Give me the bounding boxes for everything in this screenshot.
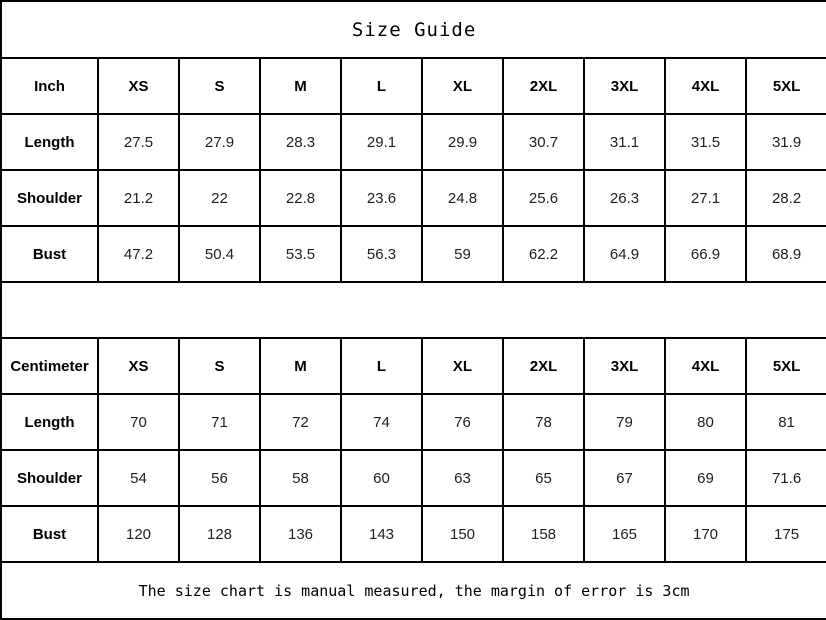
cm-length-row: Length 70 71 72 74 76 78 79 80 81: [0, 393, 826, 451]
size-value-cell: 24.8: [421, 169, 504, 227]
size-header-cell: XS: [97, 337, 180, 395]
size-value-cell: 128: [178, 505, 261, 563]
size-value-cell: 80: [664, 393, 747, 451]
size-header-cell: XS: [97, 57, 180, 115]
size-value-cell: 27.5: [97, 113, 180, 171]
size-value-cell: 31.1: [583, 113, 666, 171]
row-label: Shoulder: [0, 449, 99, 507]
size-value-cell: 22: [178, 169, 261, 227]
size-value-cell: 170: [664, 505, 747, 563]
size-value-cell: 158: [502, 505, 585, 563]
size-value-cell: 67: [583, 449, 666, 507]
size-value-cell: 27.1: [664, 169, 747, 227]
size-value-cell: 31.9: [744, 113, 826, 171]
size-header-cell: XL: [421, 337, 504, 395]
size-value-cell: 62.2: [502, 225, 585, 283]
inch-header-row: Inch XS S M L XL 2XL 3XL 4XL 5XL: [0, 57, 826, 115]
size-value-cell: 26.3: [583, 169, 666, 227]
size-value-cell: 74: [340, 393, 423, 451]
size-value-cell: 47.2: [97, 225, 180, 283]
size-value-cell: 56: [178, 449, 261, 507]
cm-shoulder-row: Shoulder 54 56 58 60 63 65 67 69 71.6: [0, 449, 826, 507]
size-value-cell: 21.2: [97, 169, 180, 227]
size-value-cell: 64.9: [583, 225, 666, 283]
size-header-cell: 3XL: [583, 337, 666, 395]
size-header-cell: 2XL: [502, 337, 585, 395]
size-value-cell: 69: [664, 449, 747, 507]
size-value-cell: 29.9: [421, 113, 504, 171]
unit-label-centimeter: Centimeter: [0, 337, 99, 395]
size-value-cell: 59: [421, 225, 504, 283]
size-header-cell: 2XL: [502, 57, 585, 115]
size-value-cell: 68.9: [744, 225, 826, 283]
size-value-cell: 71.6: [744, 449, 826, 507]
size-value-cell: 50.4: [178, 225, 261, 283]
size-value-cell: 72: [259, 393, 342, 451]
size-value-cell: 165: [583, 505, 666, 563]
size-header-cell: L: [340, 337, 423, 395]
size-value-cell: 27.9: [178, 113, 261, 171]
size-value-cell: 53.5: [259, 225, 342, 283]
size-value-cell: 30.7: [502, 113, 585, 171]
cm-bust-row: Bust 120 128 136 143 150 158 165 170 175: [0, 505, 826, 563]
size-value-cell: 63: [421, 449, 504, 507]
size-header-cell: 3XL: [583, 57, 666, 115]
row-label: Length: [0, 113, 99, 171]
size-value-cell: 23.6: [340, 169, 423, 227]
size-value-cell: 54: [97, 449, 180, 507]
size-value-cell: 175: [744, 505, 826, 563]
size-value-cell: 150: [421, 505, 504, 563]
size-value-cell: 29.1: [340, 113, 423, 171]
size-value-cell: 120: [97, 505, 180, 563]
row-label: Bust: [0, 505, 99, 563]
centimeter-header-row: Centimeter XS S M L XL 2XL 3XL 4XL 5XL: [0, 337, 826, 395]
size-header-cell: 4XL: [664, 337, 747, 395]
size-header-cell: 5XL: [744, 337, 826, 395]
size-guide-title: Size Guide: [0, 0, 826, 59]
size-value-cell: 31.5: [664, 113, 747, 171]
inch-bust-row: Bust 47.2 50.4 53.5 56.3 59 62.2 64.9 66…: [0, 225, 826, 283]
size-value-cell: 60: [340, 449, 423, 507]
size-value-cell: 28.2: [744, 169, 826, 227]
footer-note: The size chart is manual measured, the m…: [0, 561, 826, 620]
size-value-cell: 66.9: [664, 225, 747, 283]
size-header-cell: S: [178, 337, 261, 395]
size-value-cell: 71: [178, 393, 261, 451]
size-value-cell: 65: [502, 449, 585, 507]
size-header-cell: M: [259, 337, 342, 395]
size-value-cell: 70: [97, 393, 180, 451]
row-label: Shoulder: [0, 169, 99, 227]
size-header-cell: 5XL: [744, 57, 826, 115]
size-value-cell: 22.8: [259, 169, 342, 227]
size-value-cell: 56.3: [340, 225, 423, 283]
size-header-cell: L: [340, 57, 423, 115]
inch-length-row: Length 27.5 27.9 28.3 29.1 29.9 30.7 31.…: [0, 113, 826, 171]
inch-shoulder-row: Shoulder 21.2 22 22.8 23.6 24.8 25.6 26.…: [0, 169, 826, 227]
size-value-cell: 28.3: [259, 113, 342, 171]
row-label: Bust: [0, 225, 99, 283]
row-label: Length: [0, 393, 99, 451]
size-value-cell: 58: [259, 449, 342, 507]
size-header-cell: XL: [421, 57, 504, 115]
size-value-cell: 136: [259, 505, 342, 563]
size-value-cell: 78: [502, 393, 585, 451]
size-value-cell: 81: [744, 393, 826, 451]
table-spacer-row: [0, 281, 826, 339]
size-header-cell: M: [259, 57, 342, 115]
size-value-cell: 25.6: [502, 169, 585, 227]
size-value-cell: 76: [421, 393, 504, 451]
size-value-cell: 79: [583, 393, 666, 451]
size-value-cell: 143: [340, 505, 423, 563]
size-header-cell: S: [178, 57, 261, 115]
unit-label-inch: Inch: [0, 57, 99, 115]
size-header-cell: 4XL: [664, 57, 747, 115]
